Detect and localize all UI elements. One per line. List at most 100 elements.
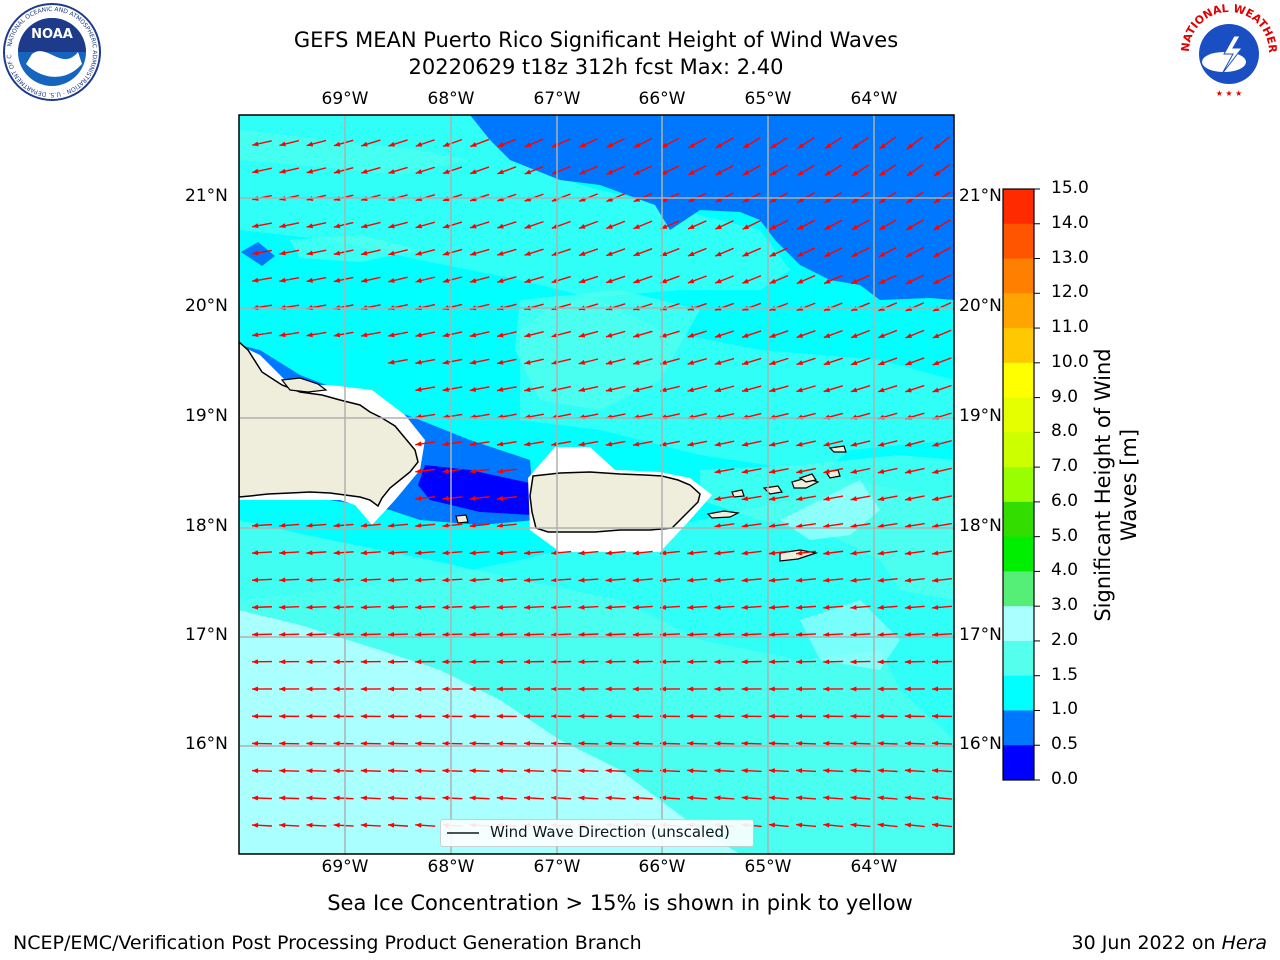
wave-arrow-head (824, 170, 832, 176)
wave-arrow-head (715, 278, 722, 284)
wave-arrow-head (415, 713, 422, 719)
wave-arrow-head (660, 659, 667, 665)
wave-arrow-head (306, 168, 314, 174)
wave-arrow-head (442, 223, 450, 229)
wave-arrow-head (932, 659, 939, 665)
wave-arrow-head (388, 223, 395, 229)
nws-logo: NATIONAL WEATHER SERVICE ★ ★ ★ (1178, 0, 1279, 98)
wave-arrow-head (415, 550, 422, 556)
wave-arrow-head (850, 496, 857, 502)
wave-arrow-head (415, 141, 423, 147)
wave-arrow-head (932, 333, 940, 338)
wave-arrow-head (769, 333, 776, 338)
wave-arrow-head (415, 632, 422, 638)
map-gridlines (239, 115, 954, 854)
map-legend: Wind Wave Direction (unscaled) (440, 819, 754, 847)
wave-arrow-head (877, 768, 884, 774)
lat-label-right-20n: 20°N (959, 296, 1002, 316)
producer-note: NCEP/EMC/Verification Post Processing Pr… (13, 932, 642, 954)
wave-arrow-head (469, 359, 477, 365)
wave-arrow-head (823, 441, 830, 447)
wave-arrow-head (714, 332, 722, 338)
wave-arrow-head (741, 550, 748, 556)
wave-arrow-head (333, 168, 341, 174)
wave-arrow-head (687, 387, 694, 393)
wave-arrow-head (524, 686, 531, 692)
wave-arrow-head (796, 441, 803, 447)
wave-arrow-head (578, 795, 585, 801)
wave-arrow-head (932, 441, 939, 447)
wave-arrow-head (469, 577, 476, 583)
wave-arrow-head (306, 659, 313, 665)
wave-arrow-head (932, 604, 939, 610)
wave-arrow-head (279, 795, 286, 801)
wave-arrow-head (823, 360, 831, 366)
wave-arrow-head (279, 332, 286, 338)
wave-arrow-head (306, 822, 313, 828)
wave-arrow-head (442, 604, 449, 610)
wave-arrow-head (741, 387, 749, 393)
wave-arrow-head (878, 278, 886, 284)
wave-arrow-head (252, 577, 259, 583)
wave-arrow-head (741, 632, 748, 638)
wave-arrow-head (796, 740, 803, 746)
colorbar-segment (1003, 189, 1034, 225)
wave-arrow-head (687, 713, 694, 719)
wave-arrow-head (797, 224, 804, 230)
lon-label-top-65w: 65°W (744, 89, 792, 109)
sea-ice-note: Sea Ice Concentration > 15% is shown in … (327, 891, 913, 915)
wave-arrow-head (687, 768, 694, 774)
wave-arrow-head (415, 604, 422, 610)
legend-line-icon (447, 832, 479, 834)
wave-arrow-head (633, 387, 640, 393)
wave-arrow-head (823, 577, 830, 583)
wave-arrow-head (605, 577, 612, 583)
wave-arrow-head (768, 468, 776, 474)
wave-arrow-head (279, 250, 286, 256)
wave-arrow-head (768, 550, 776, 556)
wave-arrow-head (252, 713, 259, 719)
wave-arrow-head (470, 169, 477, 175)
wave-arrow-head (687, 632, 694, 638)
wave-arrow-head (687, 577, 694, 583)
wave-arrow-head (687, 740, 694, 746)
wave-arrow-head (551, 686, 558, 692)
wave-arrow-head (688, 224, 695, 229)
wave-arrow-head (578, 686, 585, 692)
wave-arrow-head (442, 468, 449, 474)
wave-arrow-head (715, 224, 722, 230)
wave-arrow-head (252, 631, 259, 637)
wave-arrow-head (660, 632, 667, 638)
wave-arrow-head (333, 332, 341, 338)
wave-arrow-head (578, 359, 586, 365)
wave-arrow-head (442, 386, 449, 392)
wave-arrow-head (524, 278, 531, 284)
wave-arrow-head (360, 795, 367, 801)
wave-arrow-head (279, 632, 286, 638)
wave-arrow-head (932, 795, 939, 801)
wave-arrow-head (496, 740, 503, 746)
wave-arrow-head (388, 604, 395, 610)
wave-arrow-head (252, 659, 259, 665)
wave-arrow-head (741, 604, 748, 610)
wave-arrow-head (252, 604, 259, 610)
lon-label-bottom-66w: 66°W (638, 857, 686, 877)
wave-arrow-head (932, 550, 939, 556)
wave-arrow-head (850, 632, 857, 638)
colorbar-segment (1003, 710, 1034, 746)
wave-arrow-head (823, 740, 830, 746)
wave-arrow-head (524, 223, 532, 229)
wave-arrow-head (742, 224, 750, 230)
wave-arrow-head (768, 822, 776, 828)
wave-arrow-head (333, 277, 341, 283)
wave-arrow-head (770, 170, 777, 176)
wave-arrow-head (442, 278, 450, 283)
wave-arrow-head (306, 632, 313, 638)
wave-arrow-head (333, 768, 340, 774)
wave-arrow-head (605, 332, 613, 338)
wave-arrow-head (850, 360, 858, 366)
wave-arrow-head (932, 387, 940, 393)
wave-arrow-head (715, 142, 723, 148)
wave-arrow-head (279, 277, 286, 283)
wave-arrow-head (252, 250, 259, 256)
